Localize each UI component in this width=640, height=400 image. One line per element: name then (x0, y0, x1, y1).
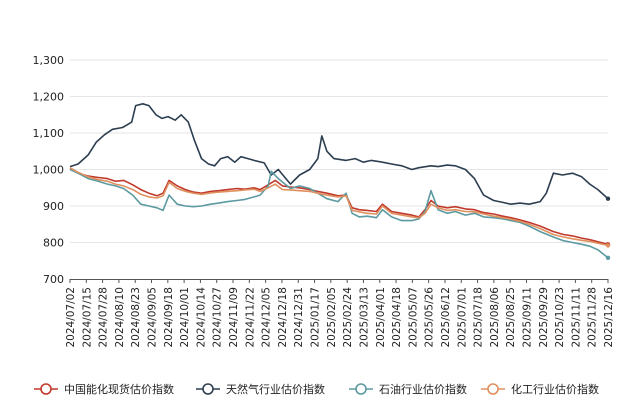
x-tick-label: 2025/08/25 (505, 287, 517, 348)
x-tick-label: 2024/07/02 (65, 287, 77, 348)
x-tick-label: 2024/09/18 (163, 287, 175, 348)
legend-label: 天然气行业估价指数 (226, 382, 325, 396)
x-tick-label: 2024/10/27 (212, 287, 224, 348)
x-tick-label: 2025/01/17 (310, 287, 322, 348)
series-line-4 (69, 167, 609, 247)
x-tick-label: 2024/07/28 (98, 287, 110, 348)
x-tick-label: 2025/04/18 (391, 287, 403, 348)
x-tick-label: 2025/03/13 (358, 287, 370, 348)
y-axis-ticks: 700 800 900 1,000 1,100 1,200 1,300 (33, 54, 65, 286)
x-tick-label: 2024/11/09 (228, 287, 240, 348)
legend-marker (40, 383, 52, 395)
x-tick-label: 2025/10/23 (554, 287, 566, 348)
x-tick-label: 2025/09/11 (521, 287, 533, 348)
x-tick-label: 2025/08/06 (489, 287, 501, 348)
series-lines (69, 103, 611, 261)
legend-item-2[interactable]: 天然气行业估价指数 (196, 382, 325, 396)
grid-lines (70, 59, 608, 243)
x-tick-label: 2024/10/01 (179, 287, 191, 348)
legend-item-4[interactable]: 化工行业估价指数 (481, 382, 599, 396)
x-tick-label: 2025/04/01 (375, 287, 387, 348)
x-tick-label: 2024/12/05 (261, 287, 273, 348)
series-end-point-4 (605, 243, 611, 248)
legend-item-3[interactable]: 石油行业估价指数 (349, 382, 467, 396)
x-tick-label: 2025/05/26 (424, 287, 436, 348)
x-tick-label: 2025/09/29 (538, 287, 550, 348)
legend-marker (487, 383, 499, 395)
x-tick-label: 2025/07/18 (473, 287, 485, 348)
x-tick-label: 2025/12/16 (603, 287, 615, 348)
x-tick-label: 2025/02/24 (342, 287, 354, 348)
legend-item-1[interactable]: 中国能化现货估价指数 (34, 382, 174, 396)
x-tick-label: 2024/12/18 (277, 287, 289, 348)
x-axis-ticks: 2024/07/02 2024/07/15 2024/07/28 2024/08/10… (65, 279, 615, 348)
legend-label: 石油行业估价指数 (379, 382, 467, 396)
x-tick-label: 2024/08/10 (114, 287, 126, 348)
x-tick-label: 2024/11/22 (244, 287, 256, 348)
y-tick-label: 700 (43, 273, 64, 286)
series-line-2 (69, 103, 609, 205)
x-tick-label: 2025/11/11 (570, 287, 582, 348)
x-tick-label: 2025/11/28 (587, 287, 599, 348)
x-tick-label: 2024/09/05 (147, 287, 159, 348)
x-tick-label: 2025/07/01 (456, 287, 468, 348)
y-tick-label: 1,300 (33, 54, 65, 67)
series-end-point-3 (605, 255, 611, 261)
legend-marker (355, 383, 367, 395)
legend-label: 化工行业估价指数 (511, 382, 599, 396)
x-tick-label: 2024/12/31 (293, 287, 305, 348)
legend-marker (202, 383, 214, 395)
y-tick-label: 1,100 (33, 127, 65, 140)
series-end-point-2 (605, 196, 611, 201)
x-tick-label: 2024/10/14 (195, 287, 207, 348)
y-tick-label: 800 (43, 237, 64, 250)
series-line-1 (69, 168, 609, 246)
x-tick-label: 2025/06/12 (440, 287, 452, 348)
x-tick-label: 2025/05/07 (407, 287, 419, 348)
y-tick-label: 1,200 (33, 91, 65, 104)
y-tick-label: 900 (43, 200, 64, 213)
x-tick-label: 2024/08/23 (130, 287, 142, 348)
legend: 中国能化现货估价指数 天然气行业估价指数 石油行业估价指数 化工行业估价指数 (34, 382, 599, 396)
x-tick-label: 2025/02/05 (326, 287, 338, 348)
legend-label: 中国能化现货估价指数 (64, 382, 174, 396)
x-tick-label: 2024/07/15 (81, 287, 93, 348)
y-tick-label: 1,000 (33, 164, 65, 177)
series-line-3 (69, 168, 609, 259)
